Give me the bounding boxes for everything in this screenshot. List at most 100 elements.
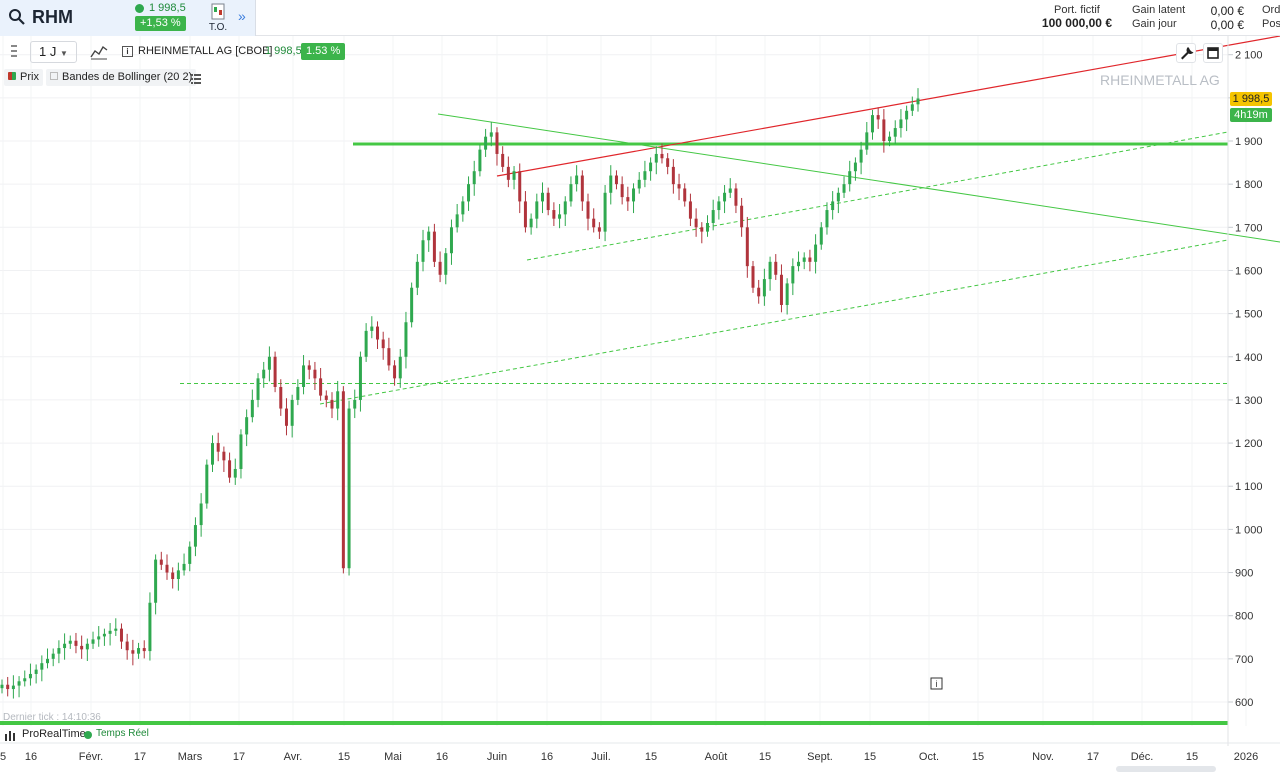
candle-body — [216, 443, 220, 452]
candle — [546, 187, 550, 216]
candle-body — [427, 231, 431, 241]
x-tick-label: 15 — [645, 751, 657, 763]
candle — [336, 380, 340, 421]
candle-body — [597, 227, 601, 232]
candle — [364, 323, 368, 362]
candle-body — [882, 119, 886, 141]
candle — [637, 172, 641, 194]
last-price-tag: 1 998,5 — [1230, 92, 1272, 106]
candle-body — [421, 240, 425, 262]
candle-body — [580, 175, 584, 202]
x-tick-label: 15 — [864, 751, 876, 763]
chart-watermark: RHEINMETALL AG — [1100, 72, 1220, 88]
candle-body — [643, 171, 647, 180]
legend-price-label: Prix — [20, 71, 39, 83]
candle — [580, 170, 584, 211]
candle-body — [68, 640, 72, 644]
candle — [478, 144, 482, 177]
candle-body — [910, 104, 914, 111]
candle-body — [825, 210, 829, 228]
x-tick-label: Déc. — [1131, 751, 1154, 763]
candle — [142, 640, 146, 659]
drag-handle-icon[interactable] — [8, 43, 20, 59]
candle-body — [575, 175, 579, 185]
positions-tab-cut[interactable]: Pos — [1262, 18, 1280, 30]
candle — [540, 182, 544, 214]
candle-body — [267, 356, 271, 370]
candle — [506, 156, 510, 188]
chart-grid — [0, 36, 1247, 726]
price-chart[interactable]: i 600 700 800 900 1 000 1 100 1 200 1 300 1 400 1… — [0, 36, 1280, 772]
chevron-down-icon: ▼ — [59, 49, 68, 58]
candle-body — [791, 266, 795, 284]
candle-body — [779, 274, 783, 305]
candle — [489, 122, 493, 147]
symbol-name[interactable]: RHM — [32, 7, 73, 27]
candle-body — [182, 563, 186, 571]
candle — [751, 260, 755, 293]
candle-timer-tag: 4h19m — [1230, 108, 1272, 122]
info-icon[interactable]: i — [122, 46, 133, 57]
candle-body — [751, 266, 755, 288]
candle-body — [410, 287, 414, 323]
horizontal-scrollbar[interactable] — [1116, 766, 1216, 772]
x-tick-label: Nov. — [1032, 751, 1054, 763]
x-tick-label: 5 — [0, 751, 6, 763]
candle — [74, 632, 78, 654]
list-icon[interactable] — [188, 70, 204, 86]
candle-body — [154, 559, 158, 603]
candle — [467, 176, 471, 211]
x-axis: 5 16 Févr. 17 Mars 17 Avr. 15 Mai 16 Juin 16 Juil. 15… — [0, 742, 1280, 763]
candle-body — [176, 570, 180, 580]
window-icon[interactable] — [1203, 43, 1223, 63]
candle-body — [205, 464, 209, 504]
chart-toolbar: 1 J ▼ i RHEINMETALL AG [CBOE] 1 998,5 1.… — [0, 40, 360, 64]
candle — [626, 186, 630, 211]
candle — [284, 398, 288, 436]
candle — [154, 554, 158, 615]
candle-body — [518, 171, 522, 202]
indicators-icon[interactable] — [90, 43, 108, 61]
candle-body — [768, 261, 772, 280]
candle — [427, 226, 431, 252]
candle-body — [444, 253, 448, 275]
order-button[interactable]: T.O. — [204, 3, 232, 33]
legend-bollinger[interactable]: Bandes de Bollinger (20 2) — [46, 69, 197, 86]
candle-body — [387, 348, 391, 366]
candle-body — [358, 356, 362, 400]
status-bar: ProRealTime Temps Réel — [0, 726, 400, 744]
candle — [80, 635, 84, 659]
candle — [762, 268, 766, 306]
interval-selector[interactable]: 1 J ▼ — [30, 41, 77, 63]
candle-body — [870, 115, 874, 133]
candle-body — [723, 192, 727, 202]
expand-chevron-icon[interactable]: » — [238, 8, 246, 24]
candle-body — [916, 98, 920, 105]
candle-body — [814, 244, 818, 262]
settings-wrench-icon[interactable] — [1176, 43, 1196, 63]
candle — [97, 626, 101, 647]
candle-body — [302, 365, 306, 387]
candle-body — [97, 636, 101, 640]
candle — [267, 346, 271, 382]
legend-price[interactable]: Prix — [4, 69, 43, 86]
search-icon[interactable] — [8, 8, 26, 26]
candle-body — [336, 391, 340, 409]
candle — [728, 178, 732, 198]
y-tick-label: 700 — [1235, 654, 1253, 666]
candle-body — [324, 395, 328, 400]
candle — [717, 196, 721, 220]
candle — [273, 351, 277, 393]
symbol-box[interactable]: RHM 1 998,5 +1,53 % T.O. » — [0, 0, 256, 36]
candle — [171, 567, 175, 589]
candle — [256, 373, 260, 408]
candle — [779, 264, 783, 313]
candle — [842, 176, 846, 198]
candle-body — [757, 287, 761, 297]
candle-body — [836, 192, 840, 202]
x-tick-label: Mars — [178, 751, 203, 763]
orders-tab-cut[interactable]: Ord — [1262, 4, 1280, 16]
candle — [193, 517, 197, 557]
x-tick-label: 17 — [233, 751, 245, 763]
x-tick-label: Juil. — [591, 751, 611, 763]
